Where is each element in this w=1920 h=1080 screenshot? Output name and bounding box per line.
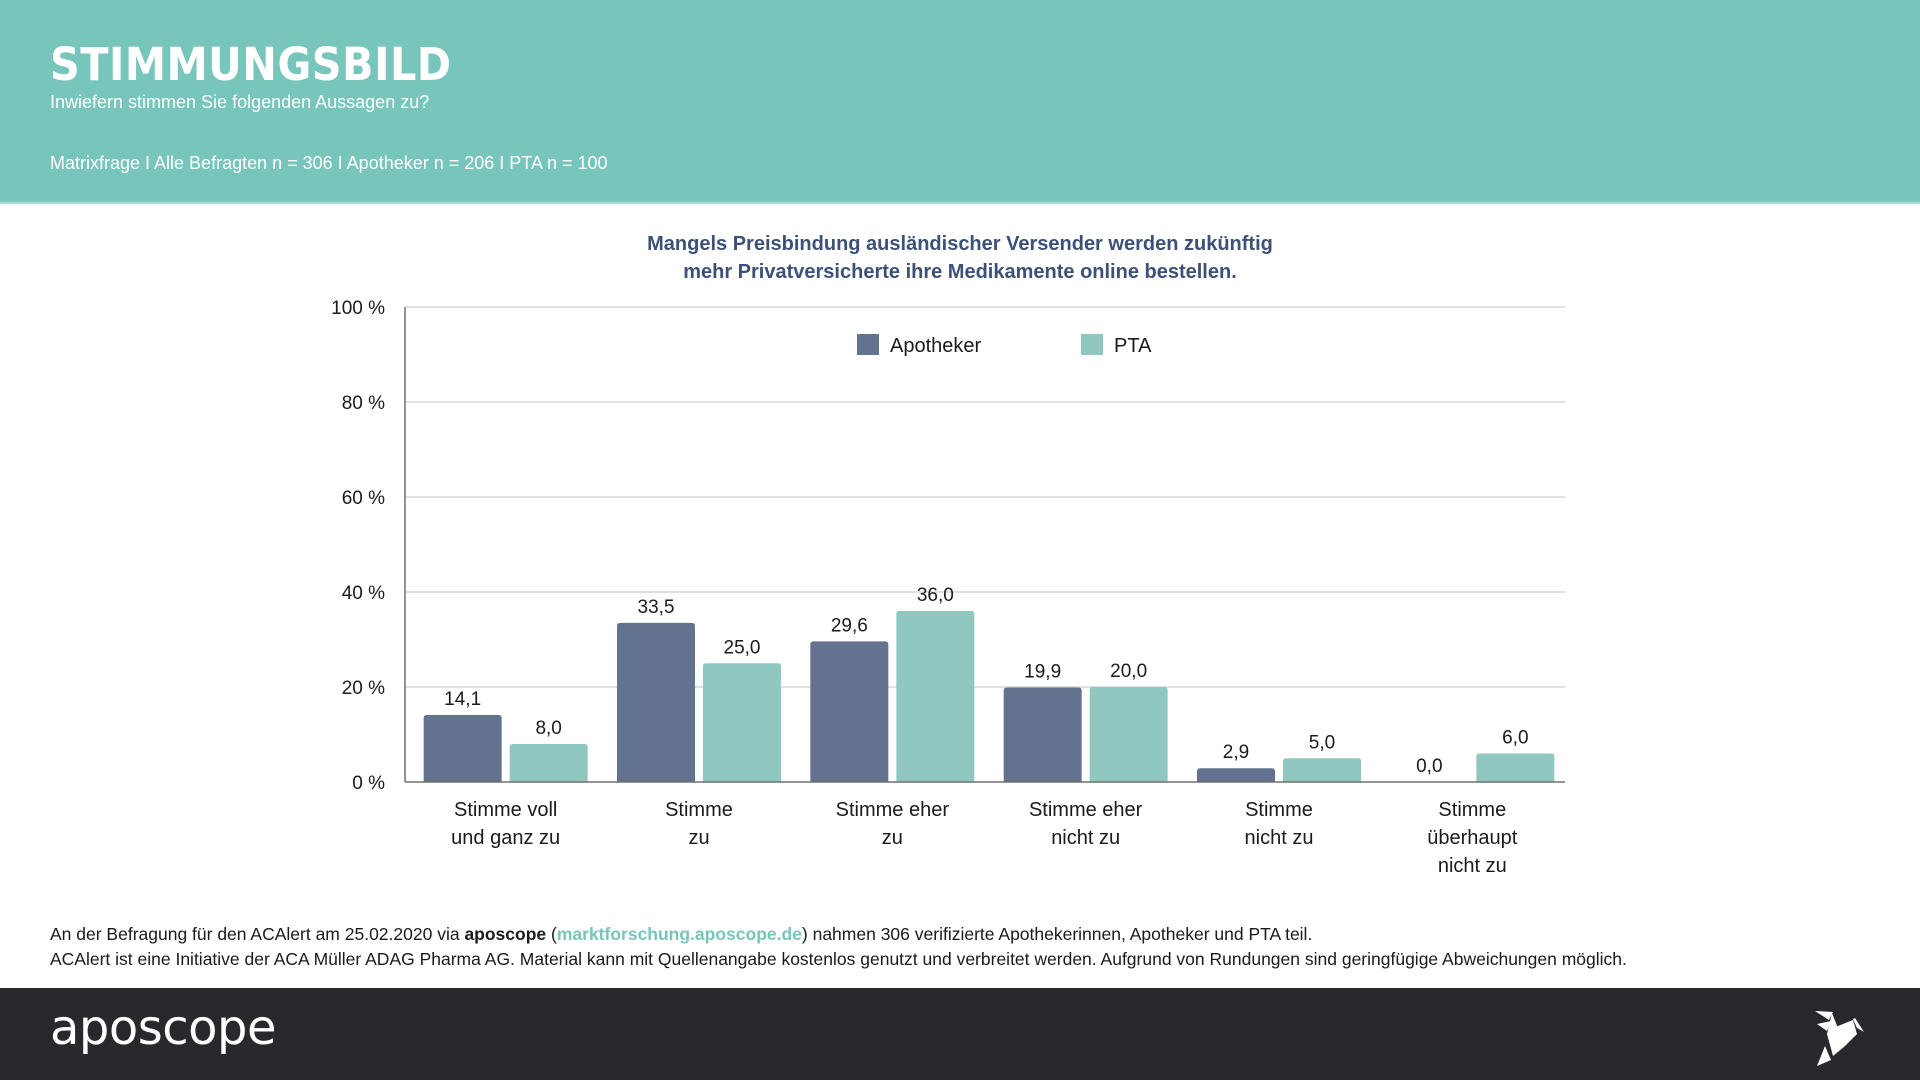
x-category-label: Stimme zu — [665, 799, 733, 849]
survey-meta: Matrixfrage I Alle Befragten n = 306 I A… — [50, 153, 608, 173]
value-labels: 14,1 8,0 33,5 25,0 29,6 36,0 19,9 20,0 2,9 5,0 0,0… — [444, 585, 1528, 777]
x-category-label-line: Stimme — [665, 799, 733, 821]
value-label: 5,0 — [1309, 732, 1335, 753]
bar-apotheker — [1197, 768, 1275, 782]
x-category-label-line: nicht zu — [1438, 855, 1507, 877]
y-tick-label: 0 % — [352, 773, 385, 794]
bar-apotheker — [1003, 687, 1082, 782]
bar-pta — [509, 744, 588, 782]
value-label: 6,0 — [1502, 728, 1528, 749]
x-category-label: Stimme nicht zu — [1245, 799, 1314, 849]
footnote-text: ) nahmen 306 verifizierte Apothekerinnen… — [801, 924, 1313, 944]
footnote-link[interactable]: marktforschung.aposcope.de — [556, 924, 802, 944]
x-category-label-line: überhaupt — [1427, 827, 1518, 849]
chart-title-line-1: Mangels Preisbindung ausländischer Verse… — [647, 233, 1273, 255]
value-label: 25,0 — [724, 637, 761, 658]
x-category-label-line: nicht zu — [1051, 827, 1120, 849]
x-category-label-line: Stimme eher — [836, 799, 950, 821]
page-subtitle: Inwiefern stimmen Sie folgenden Aussagen… — [50, 92, 430, 112]
footer-bar: aposcope — [0, 988, 1920, 1080]
axes — [404, 307, 1565, 783]
bar-apotheker — [423, 715, 502, 782]
x-category-label-line: Stimme — [1438, 799, 1506, 821]
y-tick-label: 40 % — [342, 583, 385, 604]
y-tick-label: 60 % — [342, 488, 385, 509]
x-category-label-line: und ganz zu — [451, 827, 560, 849]
legend: Apotheker PTA — [857, 334, 1152, 357]
bar-pta — [896, 611, 975, 782]
legend-swatch-pta — [1081, 334, 1103, 355]
x-category-label-line: nicht zu — [1245, 827, 1314, 849]
value-label: 0,0 — [1416, 756, 1442, 777]
footnote-line-2: ACAlert ist eine Initiative der ACA Müll… — [50, 949, 1627, 969]
bar-pta — [1089, 687, 1168, 782]
y-axis-ticks: 0 % 20 % 40 % 60 % 80 % 100 % — [331, 298, 385, 794]
y-tick-label: 80 % — [342, 393, 385, 414]
value-label: 8,0 — [535, 718, 561, 739]
x-category-label-line: Stimme — [1245, 799, 1313, 821]
footnote-text: ( — [546, 924, 557, 944]
footnote-line-1: An der Befragung für den ACAlert am 25.0… — [50, 922, 1627, 947]
legend-label-pta: PTA — [1114, 335, 1152, 357]
gridlines — [405, 306, 1565, 688]
aposcope-logo: aposcope — [50, 1000, 277, 1056]
bars — [423, 611, 1555, 782]
footnote-text: An der Befragung für den ACAlert am 25.0… — [50, 924, 465, 944]
x-category-label: Stimme voll und ganz zu — [451, 799, 560, 849]
legend-swatch-apotheker — [857, 334, 879, 355]
footnote-brand: aposcope — [464, 924, 547, 944]
x-category-label-line: zu — [688, 827, 709, 849]
value-label: 20,0 — [1110, 661, 1147, 682]
bar-apotheker — [617, 622, 695, 782]
chart-title: Mangels Preisbindung ausländischer Verse… — [560, 230, 1360, 286]
page-title: STIMMUNGSBILD — [50, 38, 452, 91]
y-tick-label: 20 % — [342, 678, 385, 699]
x-category-label-line: Stimme voll — [454, 799, 557, 821]
x-category-label-line: zu — [882, 827, 903, 849]
x-category-label: Stimme überhaupt nicht zu — [1427, 799, 1518, 877]
chart-title-line-2: mehr Privatversicherte ihre Medikamente … — [683, 261, 1237, 283]
bar-apotheker — [810, 641, 889, 782]
x-category-label: Stimme eher zu — [836, 799, 950, 849]
bar-pta — [1476, 753, 1555, 782]
legend-label-apotheker: Apotheker — [890, 335, 982, 357]
bar-chart: 0 % 20 % 40 % 60 % 80 % 100 % 14,1 8,0 33,5 25,0… — [331, 298, 1565, 877]
bar-pta — [703, 663, 781, 782]
value-label: 2,9 — [1223, 742, 1249, 763]
value-label: 19,9 — [1024, 661, 1061, 682]
value-label: 33,5 — [638, 597, 675, 618]
origami-bird-icon — [1815, 1011, 1864, 1066]
bar-pta — [1283, 758, 1361, 782]
x-category-label-line: Stimme eher — [1029, 799, 1143, 821]
value-label: 14,1 — [444, 689, 481, 710]
header-banner: STIMMUNGSBILD Inwiefern stimmen Sie folg… — [0, 0, 1920, 204]
value-label: 36,0 — [917, 585, 954, 606]
x-category-label: Stimme eher nicht zu — [1029, 799, 1143, 849]
y-tick-label: 100 % — [331, 298, 385, 319]
footnote: An der Befragung für den ACAlert am 25.0… — [50, 922, 1627, 972]
value-label: 29,6 — [831, 615, 868, 636]
